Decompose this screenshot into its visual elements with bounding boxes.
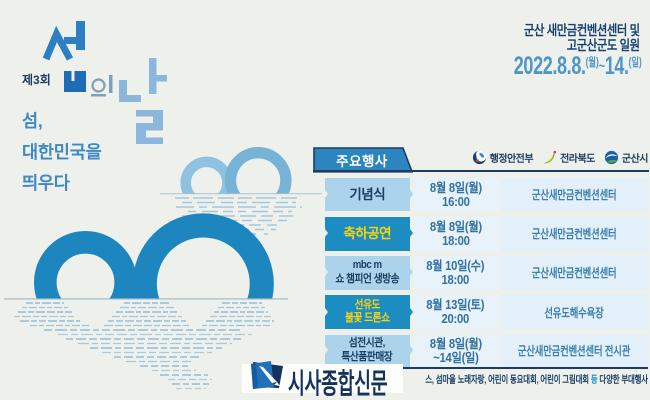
- venue-text: 군산새만금컨벤션센터 전시관: [518, 344, 631, 359]
- logo-syllable-nal: [119, 58, 167, 144]
- event-cell: 선유도 불꽃 드론쇼: [324, 295, 413, 329]
- datetime-cell: 8월 10일(수) 18:00: [413, 256, 498, 290]
- schedule-row: 축하공연 8월 8일(월) 18:00 군산새만금컨벤션센터: [0, 217, 650, 251]
- datetime-cell: 8월 8일(월) 18:00: [413, 217, 498, 251]
- logo-syllable-ui: [91, 75, 113, 97]
- event-datetime-line: 8월 10일(수): [426, 258, 485, 273]
- datetime-cell: 8월 8일(월) 16:00: [413, 177, 498, 212]
- header-underline: [313, 170, 649, 173]
- date-end: 14.: [604, 52, 629, 80]
- table-bottom-rule: [324, 366, 648, 369]
- date-start-day: (월): [585, 57, 599, 69]
- event-datetime: 8월 8일(월) ~14일(일): [429, 337, 481, 365]
- event-name-line: 섬전시관,: [349, 337, 386, 350]
- newspaper-logo-icon: [251, 361, 283, 389]
- logo-syllable-seom: [42, 21, 86, 92]
- event-datetime-line: 8월 13일(토): [426, 298, 485, 313]
- event-datetime: 8월 10일(수) 18:00: [426, 259, 484, 287]
- event-name: 섬전시관, 특산품판매장: [342, 337, 393, 364]
- event-name-line: 특산품판매장: [341, 350, 393, 363]
- schedule-title: 주요행사: [336, 153, 388, 169]
- watermark-title: 시사종합신문: [288, 367, 388, 399]
- island-day-logo: [42, 21, 167, 144]
- small-wave-3: [180, 147, 292, 194]
- footnote-text: 다양한 부대행사: [597, 374, 648, 386]
- event-cell: 기념식: [324, 177, 413, 212]
- event-name-line: mbc m: [352, 259, 382, 272]
- venue-text: 군산새만금컨벤션센터: [531, 266, 617, 281]
- wave-numeral-graphic: [4, 147, 322, 390]
- footnote-highlight: 등: [590, 374, 598, 386]
- tagline-line: 띄우다: [22, 173, 70, 193]
- mois-logo-icon: [472, 150, 486, 165]
- date-main: 2022.8.8.: [513, 52, 586, 80]
- event-name-line: 기념식: [349, 187, 386, 203]
- venue-line: 군산 새만금컨벤션센터 및: [524, 23, 640, 38]
- date-end-day: (일): [628, 57, 642, 69]
- event-name-line: 불꽃 드론쇼: [344, 312, 390, 325]
- venue-text: 군산새만금컨벤션센터: [531, 227, 617, 242]
- organizer-logos: 행정안전부 전라북도 군산시: [472, 147, 649, 168]
- schedule-row: 섬전시관, 특산품판매장 8월 8일(월) ~14일(일) 군산새만금컨벤션센터 전…: [0, 334, 650, 367]
- schedule-row: 기념식 8월 8일(월) 16:00 군산새만금컨벤션센터: [0, 177, 650, 212]
- organizer-jeonbuk: 전라북도: [542, 150, 595, 165]
- side-events-footnote: 스, 섬마을 노래자랑, 어린이 동요대회, 어린이 그림대회 등 다양한 부대…: [425, 371, 648, 386]
- tagline-line: 대한민국을: [22, 142, 102, 162]
- tagline-line: 섬,: [22, 111, 43, 131]
- big-wave-3: [34, 213, 274, 299]
- venue-cell: 군산새만금컨벤션센터: [500, 217, 648, 251]
- event-date: 2022.8.8.(월)~14.(일): [514, 52, 642, 81]
- event-datetime-line: ~14일(일): [432, 350, 479, 365]
- event-cell: 축하공연: [324, 217, 413, 251]
- event-datetime: 8월 13일(토) 20:00: [426, 298, 484, 326]
- organizer-mois: 행정안전부: [472, 150, 534, 165]
- tagline: 섬, 대한민국을 띄우다: [22, 106, 102, 199]
- event-datetime: 8월 8일(월) 16:00: [429, 181, 481, 209]
- event-datetime-line: 20:00: [441, 312, 470, 327]
- venue-cell: 군산새만금컨벤션센터: [500, 177, 648, 212]
- event-datetime-line: 8월 8일(월): [429, 180, 482, 195]
- datetime-cell: 8월 13일(토) 20:00: [413, 295, 498, 329]
- event-name: 축하공연: [343, 226, 391, 241]
- gunsan-logo-icon: [604, 150, 618, 165]
- venue-text: 군산새만금컨벤션센터: [531, 188, 617, 203]
- edition-label: 제3회: [22, 73, 51, 87]
- venue-cell: 군산새만금컨벤션센터 전시관: [500, 334, 648, 367]
- organizer-gunsan: 군산시: [604, 150, 649, 165]
- event-name-line: 축하공연: [343, 226, 392, 242]
- organizer-label: 행정안전부: [489, 154, 534, 165]
- organizer-label: 군산시: [621, 154, 649, 165]
- event-datetime-line: 8월 8일(월): [429, 219, 482, 234]
- text-reflection: [14, 302, 274, 390]
- venue-line: 고군산군도 일원: [567, 37, 640, 53]
- venue-cell: 군산새만금컨벤션센터: [500, 256, 648, 290]
- date-separator: ~: [598, 58, 605, 75]
- event-datetime-line: 16:00: [441, 194, 470, 209]
- event-name-line: 쇼 챔피언 생방송: [335, 272, 400, 285]
- venue-text: 선유도해수욕장: [544, 305, 604, 320]
- event-datetime-line: 18:00: [441, 233, 470, 248]
- datetime-cell: 8월 8일(월) ~14일(일): [413, 334, 498, 367]
- organizer-label: 전라북도: [560, 154, 595, 165]
- footnote-text: 스, 섬마을 노래자랑, 어린이 동요대회, 어린이 그림대회: [425, 374, 591, 386]
- event-datetime: 8월 8일(월) 18:00: [429, 220, 481, 248]
- schedule-row: 선유도 불꽃 드론쇼 8월 13일(토) 20:00 선유도해수욕장: [0, 295, 650, 329]
- event-name: 선유도 불꽃 드론쇼: [345, 299, 390, 326]
- event-name-line: 선유도: [354, 298, 381, 311]
- venue-heading: 군산 새만금컨벤션센터 및 고군산군도 일원: [524, 23, 640, 53]
- event-datetime-line: 8월 8일(월): [429, 336, 482, 351]
- event-datetime-line: 18:00: [441, 272, 470, 287]
- jeonbuk-logo-icon: [543, 150, 557, 164]
- event-name: 기념식: [349, 187, 385, 202]
- venue-cell: 선유도해수욕장: [500, 295, 648, 329]
- event-cell: 섬전시관, 특산품판매장: [324, 334, 413, 367]
